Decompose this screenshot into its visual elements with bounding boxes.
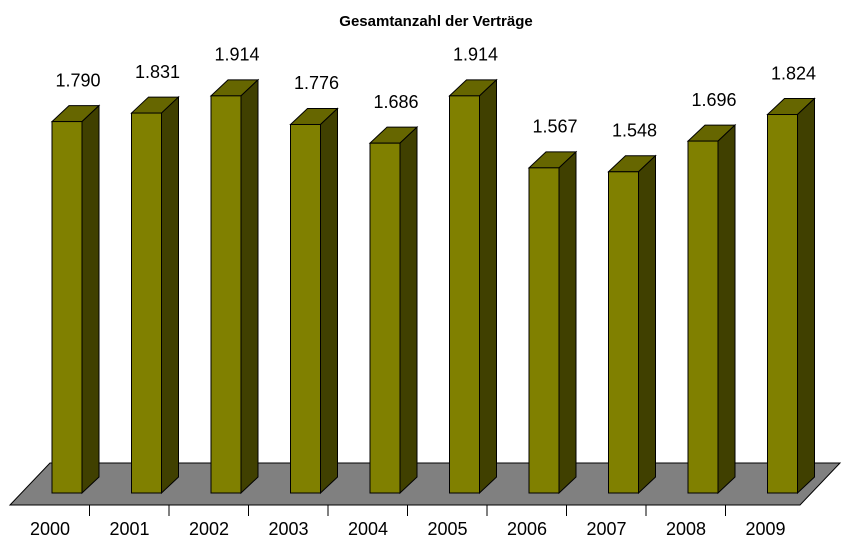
bar (210, 95, 242, 494)
x-tick-label: 2008 (666, 519, 706, 539)
data-label: 1.548 (612, 121, 657, 141)
bar (51, 121, 83, 494)
data-label: 1.914 (214, 45, 259, 65)
bar (528, 167, 560, 494)
bar-side (399, 125, 418, 495)
data-label: 1.824 (771, 63, 816, 83)
bar (290, 123, 321, 494)
x-tick-label: 2000 (30, 519, 70, 539)
x-tick-label: 2009 (745, 519, 785, 539)
bar-side (81, 104, 100, 495)
chart-title: Gesamtanzahl der Verträge (339, 13, 532, 30)
bar-side (797, 97, 815, 495)
bar-side (717, 123, 736, 495)
bar (687, 140, 719, 494)
x-tick-label: 2007 (586, 519, 626, 539)
bar (608, 171, 639, 494)
data-label: 1.831 (135, 62, 180, 82)
bar (131, 112, 162, 494)
data-label: 1.914 (453, 45, 498, 65)
bar-side (479, 78, 497, 495)
bar (449, 95, 480, 494)
x-tick-label: 2001 (109, 519, 149, 539)
x-tick-label: 2006 (507, 519, 547, 539)
data-label: 1.696 (691, 90, 736, 110)
bar-side (161, 95, 179, 495)
bar-side (638, 154, 656, 495)
x-tick-label: 2003 (268, 519, 308, 539)
data-label: 1.790 (55, 70, 100, 90)
x-tick-label: 2005 (427, 519, 467, 539)
bar (767, 114, 798, 494)
x-tick-label: 2004 (348, 519, 388, 539)
bar-side (558, 150, 577, 495)
x-tick-label: 2002 (189, 519, 229, 539)
bar-side (320, 107, 338, 495)
data-label: 1.686 (373, 92, 418, 112)
bar-side (240, 78, 259, 495)
bar (369, 142, 401, 494)
data-label: 1.776 (294, 73, 339, 93)
data-label: 1.567 (532, 117, 577, 137)
